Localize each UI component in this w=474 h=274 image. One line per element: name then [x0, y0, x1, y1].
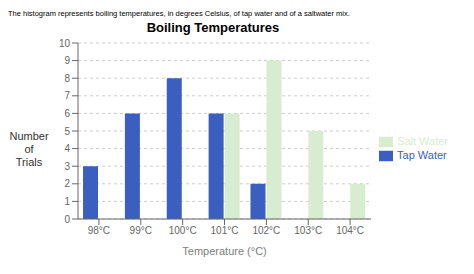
svg-text:10: 10	[59, 38, 71, 49]
html-text:Trials: Trials	[15, 155, 43, 168]
svg-text:101°C: 101°C	[211, 225, 239, 236]
svg-text:7: 7	[64, 90, 70, 101]
svg-text:1: 1	[64, 196, 70, 207]
svg-text:4: 4	[64, 143, 70, 154]
svg-text:6: 6	[64, 108, 70, 119]
svg-text:104°C: 104°C	[336, 225, 364, 236]
svg-text:3: 3	[64, 161, 70, 172]
svg-text:102°C: 102°C	[252, 225, 280, 236]
html-text:of: of	[24, 142, 34, 155]
svg-text:103°C: 103°C	[294, 225, 322, 236]
html-text:Tap Water: Tap Water	[397, 149, 447, 161]
svg-text:98°C: 98°C	[88, 225, 110, 236]
svg-text:Temperature (°C): Temperature (°C)	[182, 245, 266, 257]
html-text:Salt Water: Salt Water	[397, 134, 448, 147]
html-text:Boiling Temperatures: Boiling Temperatures	[146, 20, 280, 35]
svg-text:0: 0	[64, 214, 70, 225]
svg-text:8: 8	[64, 73, 70, 84]
svg-text:9: 9	[64, 55, 70, 66]
svg-text:5: 5	[64, 126, 70, 137]
svg-text:100°C: 100°C	[169, 225, 197, 236]
svg-text:2: 2	[64, 178, 70, 189]
html-text:The histogram represents boili: The histogram represents boiling tempera…	[8, 9, 350, 18]
html-text:Number: Number	[9, 129, 49, 142]
svg-text:99°C: 99°C	[130, 225, 152, 236]
